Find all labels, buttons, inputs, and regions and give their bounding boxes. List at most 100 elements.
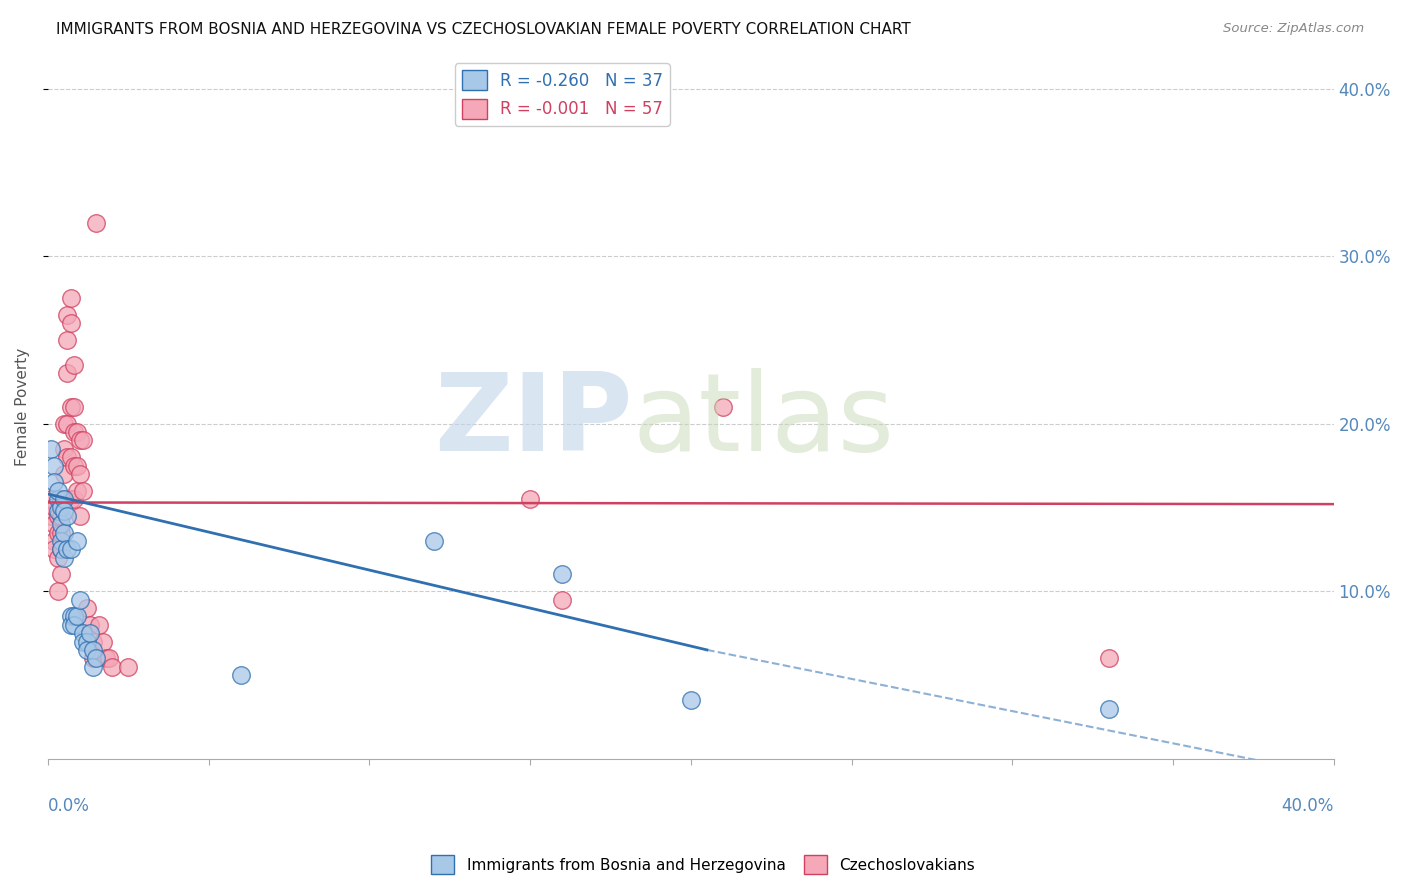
- Point: [62, 609, 84, 624]
- Point: [91, 634, 114, 648]
- Point: [1098, 651, 1121, 665]
- Point: [44, 533, 66, 548]
- Point: [56, 417, 79, 431]
- Point: [519, 492, 541, 507]
- Point: [53, 504, 76, 518]
- Text: 0.0%: 0.0%: [48, 797, 90, 815]
- Point: [53, 550, 76, 565]
- Point: [56, 450, 79, 465]
- Point: [44, 475, 66, 490]
- Point: [69, 508, 91, 523]
- Point: [44, 542, 66, 557]
- Point: [49, 508, 72, 523]
- Point: [62, 425, 84, 439]
- Point: [82, 634, 104, 648]
- Point: [49, 542, 72, 557]
- Point: [53, 417, 76, 431]
- Point: [46, 504, 69, 518]
- Y-axis label: Female Poverty: Female Poverty: [15, 348, 30, 467]
- Point: [59, 450, 82, 465]
- Point: [46, 508, 69, 523]
- Point: [59, 617, 82, 632]
- Text: atlas: atlas: [633, 368, 896, 474]
- Point: [46, 550, 69, 565]
- Point: [422, 533, 444, 548]
- Point: [66, 483, 89, 498]
- Point: [62, 400, 84, 414]
- Point: [72, 626, 94, 640]
- Point: [82, 643, 104, 657]
- Point: [53, 492, 76, 507]
- Point: [39, 442, 62, 456]
- Point: [46, 584, 69, 599]
- Point: [46, 492, 69, 507]
- Point: [679, 693, 702, 707]
- Point: [59, 291, 82, 305]
- Point: [551, 592, 574, 607]
- Text: Source: ZipAtlas.com: Source: ZipAtlas.com: [1223, 22, 1364, 36]
- Point: [62, 617, 84, 632]
- Point: [59, 492, 82, 507]
- Point: [84, 216, 107, 230]
- Point: [39, 508, 62, 523]
- Point: [82, 651, 104, 665]
- Point: [46, 525, 69, 540]
- Point: [59, 400, 82, 414]
- Point: [66, 609, 89, 624]
- Point: [69, 434, 91, 448]
- Point: [49, 525, 72, 540]
- Point: [72, 483, 94, 498]
- Point: [84, 651, 107, 665]
- Point: [46, 483, 69, 498]
- Point: [94, 651, 117, 665]
- Point: [56, 542, 79, 557]
- Point: [66, 425, 89, 439]
- Point: [62, 358, 84, 372]
- Point: [53, 442, 76, 456]
- Point: [69, 592, 91, 607]
- Point: [711, 400, 734, 414]
- Point: [69, 467, 91, 481]
- Legend: Immigrants from Bosnia and Herzegovina, Czechoslovakians: Immigrants from Bosnia and Herzegovina, …: [425, 849, 981, 880]
- Point: [49, 517, 72, 532]
- Point: [117, 659, 139, 673]
- Point: [53, 467, 76, 481]
- Point: [76, 601, 98, 615]
- Point: [49, 567, 72, 582]
- Point: [44, 517, 66, 532]
- Point: [76, 643, 98, 657]
- Point: [56, 308, 79, 322]
- Point: [551, 567, 574, 582]
- Point: [62, 458, 84, 473]
- Text: ZIP: ZIP: [434, 368, 633, 474]
- Point: [76, 634, 98, 648]
- Point: [229, 668, 252, 682]
- Point: [44, 458, 66, 473]
- Point: [49, 542, 72, 557]
- Point: [101, 659, 124, 673]
- Point: [66, 533, 89, 548]
- Point: [49, 500, 72, 515]
- Point: [53, 492, 76, 507]
- Point: [39, 492, 62, 507]
- Point: [72, 634, 94, 648]
- Point: [56, 367, 79, 381]
- Point: [59, 542, 82, 557]
- Point: [62, 492, 84, 507]
- Point: [66, 458, 89, 473]
- Point: [72, 434, 94, 448]
- Point: [79, 617, 101, 632]
- Point: [89, 617, 111, 632]
- Point: [59, 316, 82, 330]
- Point: [79, 626, 101, 640]
- Point: [44, 500, 66, 515]
- Text: IMMIGRANTS FROM BOSNIA AND HERZEGOVINA VS CZECHOSLOVAKIAN FEMALE POVERTY CORRELA: IMMIGRANTS FROM BOSNIA AND HERZEGOVINA V…: [56, 22, 911, 37]
- Point: [49, 492, 72, 507]
- Point: [53, 525, 76, 540]
- Legend: R = -0.260   N = 37, R = -0.001   N = 57: R = -0.260 N = 37, R = -0.001 N = 57: [456, 63, 669, 126]
- Point: [82, 659, 104, 673]
- Point: [49, 533, 72, 548]
- Text: 40.0%: 40.0%: [1281, 797, 1334, 815]
- Point: [1098, 701, 1121, 715]
- Point: [59, 609, 82, 624]
